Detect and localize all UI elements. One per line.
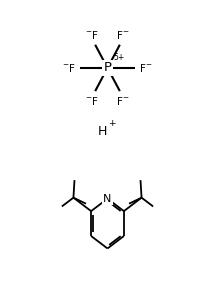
Text: F$^{-}$: F$^{-}$ xyxy=(116,29,129,41)
Text: N: N xyxy=(103,194,112,204)
Text: $^{-}$F: $^{-}$F xyxy=(85,95,99,107)
Text: $^{-}$F: $^{-}$F xyxy=(62,62,76,74)
Text: +: + xyxy=(109,119,116,128)
Text: H: H xyxy=(98,125,108,138)
Text: F$^{-}$: F$^{-}$ xyxy=(116,95,129,107)
Text: $^{-}$F: $^{-}$F xyxy=(85,29,99,41)
Text: 5+: 5+ xyxy=(114,53,125,62)
Text: P: P xyxy=(103,61,112,74)
Text: F$^{-}$: F$^{-}$ xyxy=(139,62,153,74)
